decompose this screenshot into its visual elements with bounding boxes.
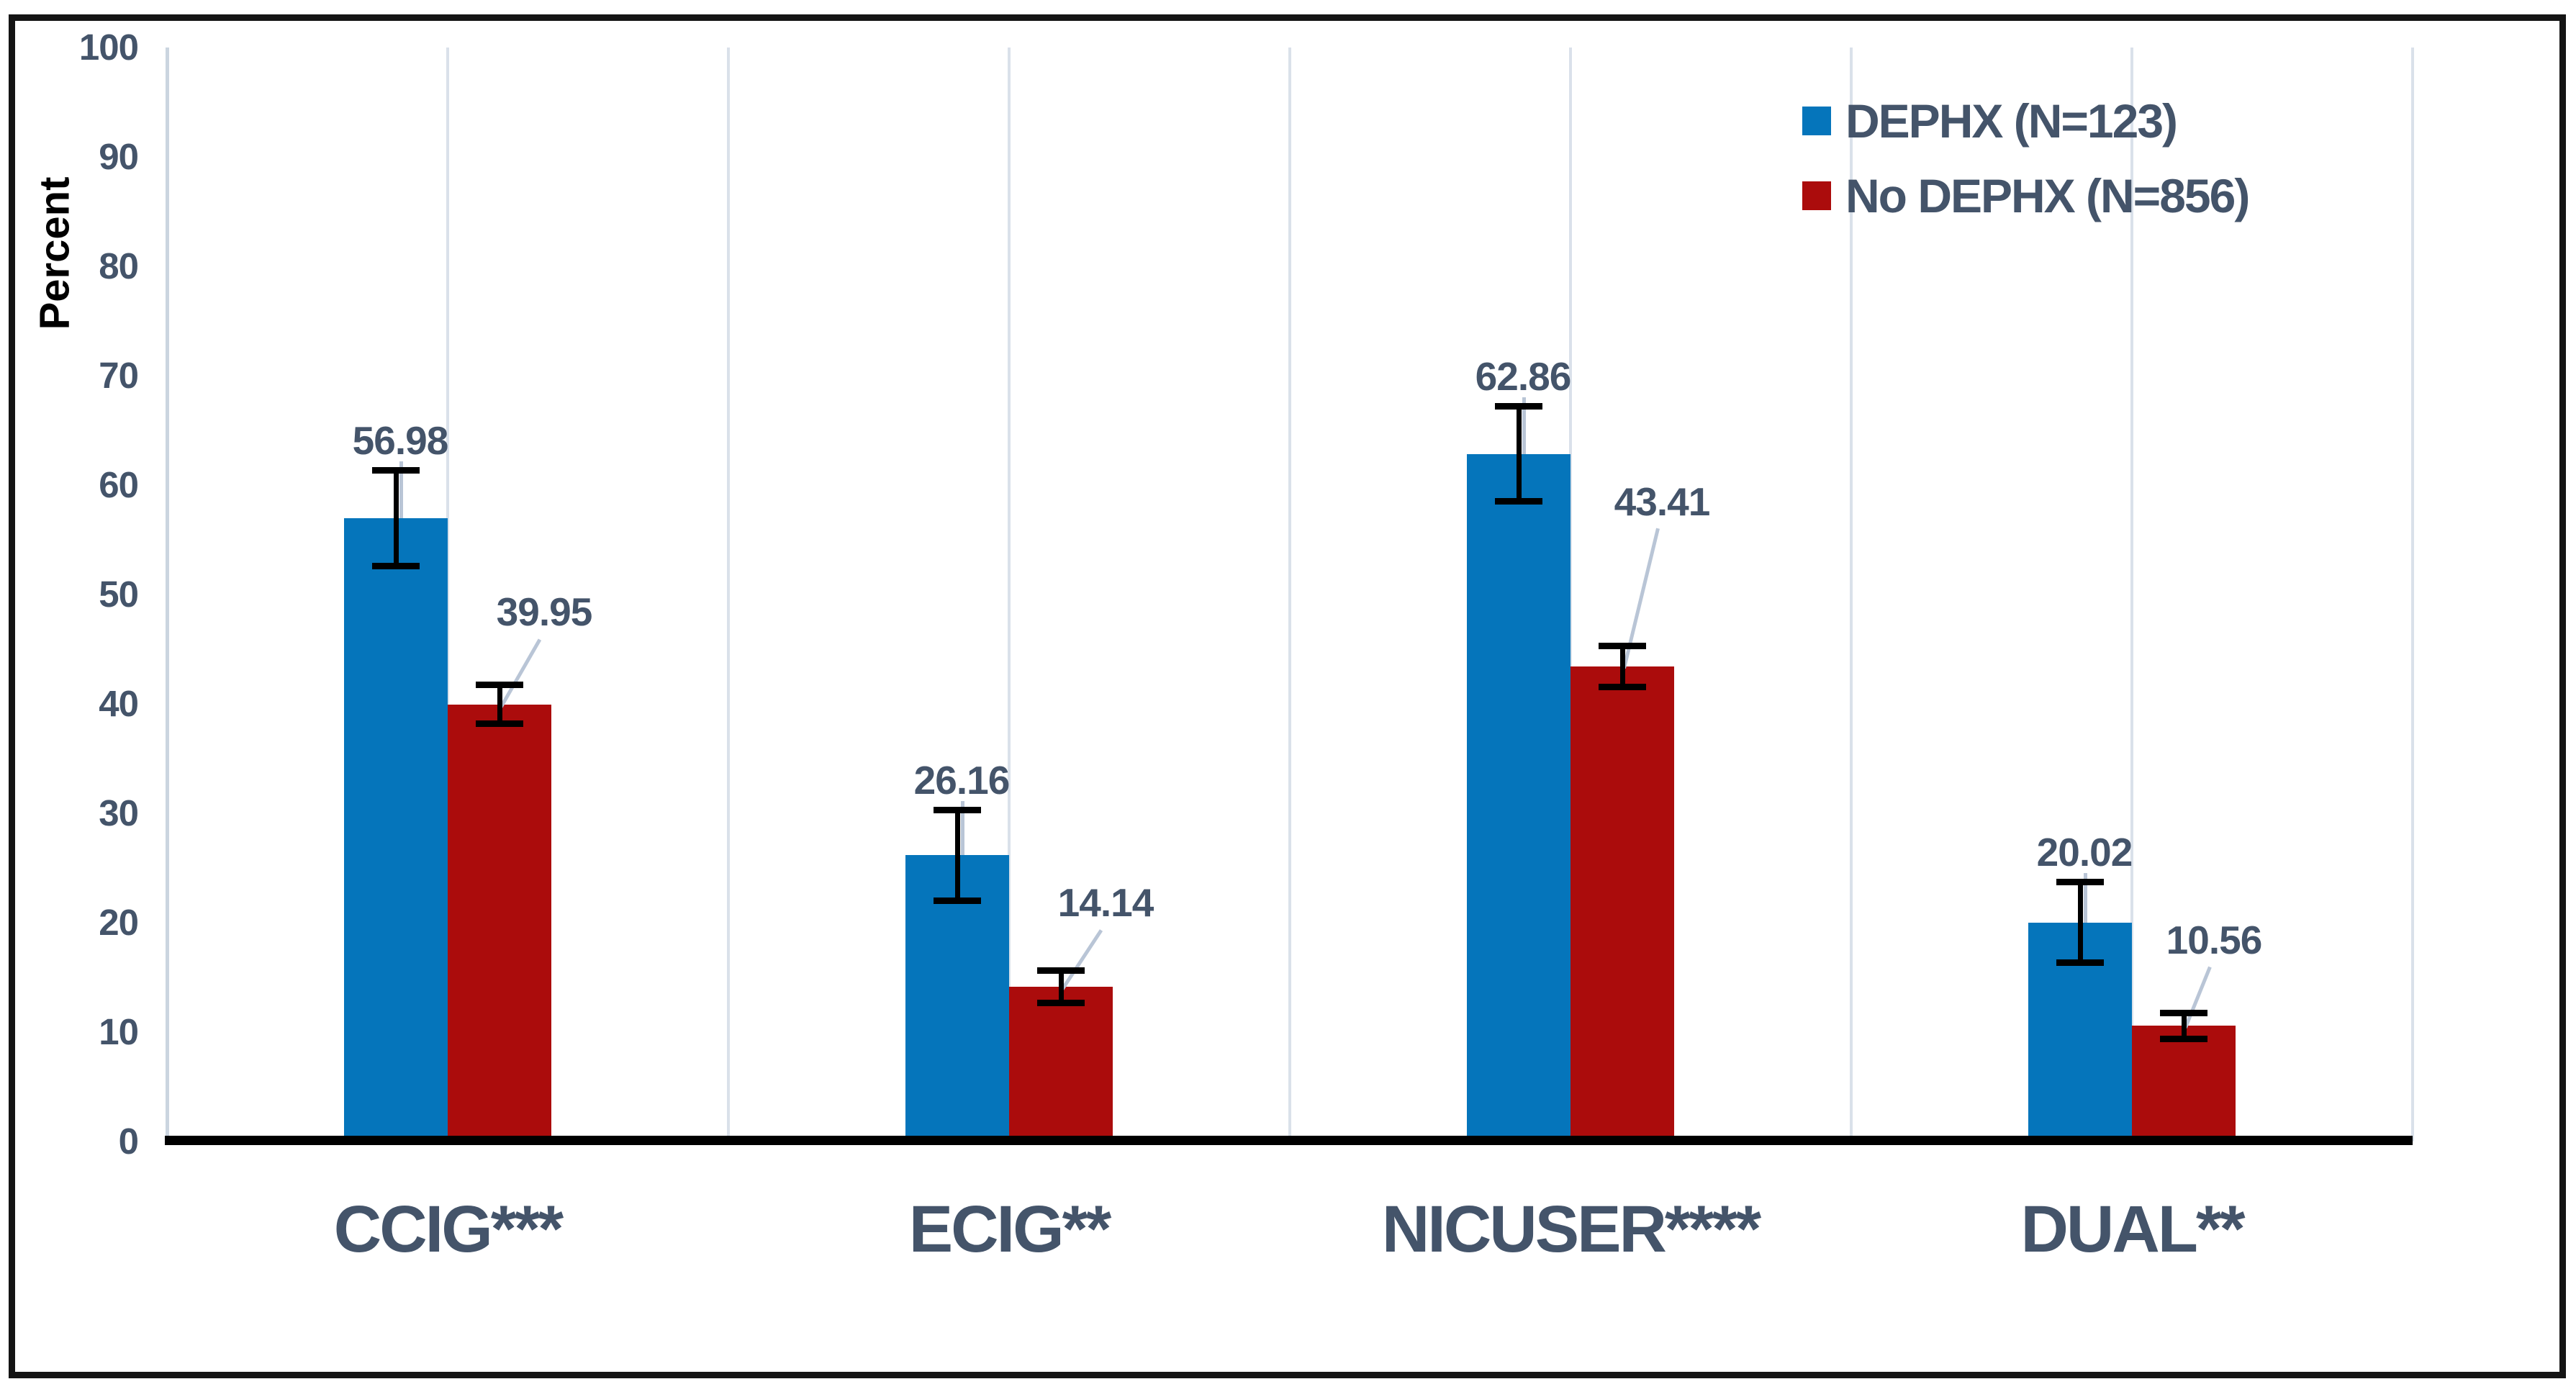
legend-item-dephx: DEPHX (N=123) (1802, 92, 2249, 150)
error-bar-cap (1599, 684, 1646, 691)
data-label: 10.56 (2166, 918, 2263, 963)
error-bar-cap (934, 806, 981, 813)
error-bar-cap (2160, 1035, 2207, 1042)
legend-swatch-no-dephx-icon (1802, 181, 1831, 210)
data-label: 20.02 (2036, 830, 2133, 875)
leader-line (2084, 873, 2087, 923)
error-bar-line (497, 684, 502, 725)
error-bar-line (2182, 1013, 2187, 1039)
gridline (1288, 48, 1291, 1141)
leader-line (2184, 967, 2212, 1029)
legend-label-no-dephx: No DEPHX (N=856) (1845, 169, 2250, 222)
data-label: 26.16 (913, 757, 1011, 803)
bar-no-dephx (2132, 1026, 2236, 1140)
gridline (727, 48, 730, 1141)
data-label: 39.95 (496, 589, 593, 634)
y-axis-line (166, 48, 169, 1141)
error-bar-cap (1495, 498, 1542, 505)
error-bar-line (1517, 405, 1522, 502)
error-bar-line (1059, 970, 1064, 1003)
error-bar-line (2078, 882, 2083, 963)
x-axis-baseline (165, 1136, 2413, 1145)
y-tick-label: 90 (99, 136, 139, 177)
error-bar-cap (1037, 999, 1085, 1006)
error-bar-cap (1495, 402, 1542, 410)
legend-swatch-dephx-icon (1802, 107, 1831, 135)
y-axis-title: Percent (31, 176, 78, 330)
error-bar-cap (1599, 643, 1646, 650)
data-label: 62.86 (1475, 353, 1572, 399)
y-tick-label: 10 (99, 1011, 139, 1052)
gridline (2130, 48, 2133, 1141)
y-tick-label: 80 (99, 245, 139, 286)
error-bar-cap (2056, 879, 2104, 886)
gridline (1850, 48, 1853, 1141)
leader-line (1061, 929, 1103, 990)
y-tick-label: 0 (118, 1121, 139, 1162)
x-axis-category-label: DUAL** (2020, 1193, 2245, 1266)
leader-line (500, 638, 542, 708)
x-axis-category-label: ECIG** (908, 1193, 1112, 1266)
legend-item-no-dephx: No DEPHX (N=856) (1802, 167, 2250, 225)
gridline (446, 48, 449, 1141)
data-label: 14.14 (1057, 880, 1154, 926)
error-bar-cap (476, 682, 523, 689)
y-tick-label: 60 (99, 464, 139, 505)
bar-dephx (344, 517, 448, 1140)
bar-dephx (1467, 453, 1571, 1140)
error-bar-line (394, 470, 399, 566)
x-axis-category-label: CCIG*** (333, 1193, 564, 1266)
gridline (1008, 48, 1011, 1141)
legend-label-dephx: DEPHX (N=123) (1845, 94, 2178, 148)
legend: DEPHX (N=123) No DEPHX (N=856) (1802, 92, 2250, 225)
gridline (1569, 48, 1572, 1141)
error-bar-cap (476, 720, 523, 728)
error-bar-cap (2160, 1010, 2207, 1017)
error-bar-cap (372, 562, 420, 569)
x-axis-category-label: NICUSER**** (1381, 1193, 1761, 1266)
bar-no-dephx (1009, 987, 1113, 1140)
y-tick-label: 50 (99, 574, 139, 615)
y-tick-label: 40 (99, 683, 139, 724)
bar-no-dephx (1571, 666, 1674, 1140)
y-tick-label: 20 (99, 902, 139, 943)
error-bar-cap (372, 467, 420, 474)
y-tick-label: 100 (78, 27, 139, 68)
leader-line (399, 461, 403, 518)
bar-no-dephx (448, 704, 551, 1140)
error-bar-cap (934, 898, 981, 905)
data-label: 43.41 (1614, 479, 1711, 525)
leader-line (1522, 397, 1526, 454)
error-bar-cap (1037, 967, 1085, 975)
error-bar-line (955, 809, 960, 902)
y-tick-label: 30 (99, 792, 139, 833)
error-bar-line (1620, 646, 1625, 688)
y-tick-label: 70 (99, 355, 139, 396)
leader-line (961, 800, 964, 856)
data-label: 56.98 (352, 418, 449, 464)
error-bar-cap (2056, 959, 2104, 966)
gridline (2411, 48, 2414, 1141)
